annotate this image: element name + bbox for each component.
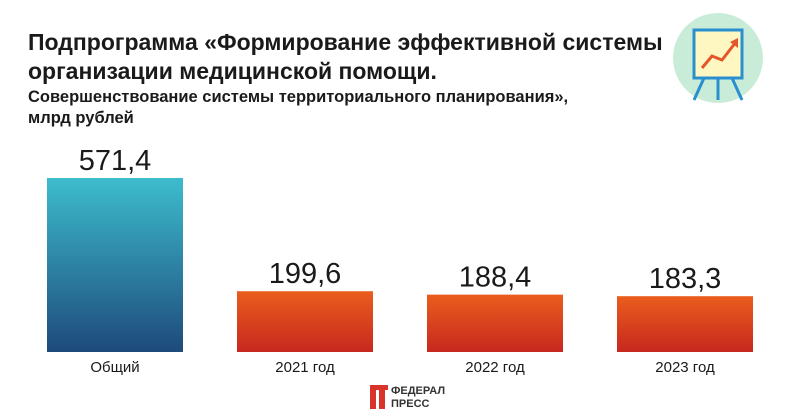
chart-subtitle: млрд рублей [28,109,134,127]
x-tick-label: Общий [90,359,139,376]
logo-text: ПРЕСС [391,398,430,410]
easel-icon [673,13,763,103]
bar [237,291,373,352]
logo: ФЕДЕРАЛ ПРЕСС [370,385,445,410]
chart-subtitle: Совершенствование системы территориально… [28,88,568,106]
x-tick-label: 2021 год [275,359,335,376]
x-tick-label: 2022 год [465,359,525,376]
value-label: 199,6 [269,258,342,290]
chart-title: Подпрограмма «Формирование эффективной с… [28,29,663,55]
bar [427,294,563,352]
bar [47,178,183,352]
chart-title: организации медицинской помощи. [28,58,437,84]
value-label: 571,4 [79,145,152,177]
value-label: 188,4 [459,262,532,294]
value-label: 183,3 [649,263,722,295]
logo-text: ФЕДЕРАЛ [391,385,445,397]
x-tick-label: 2023 год [655,359,715,376]
bar [617,296,753,352]
